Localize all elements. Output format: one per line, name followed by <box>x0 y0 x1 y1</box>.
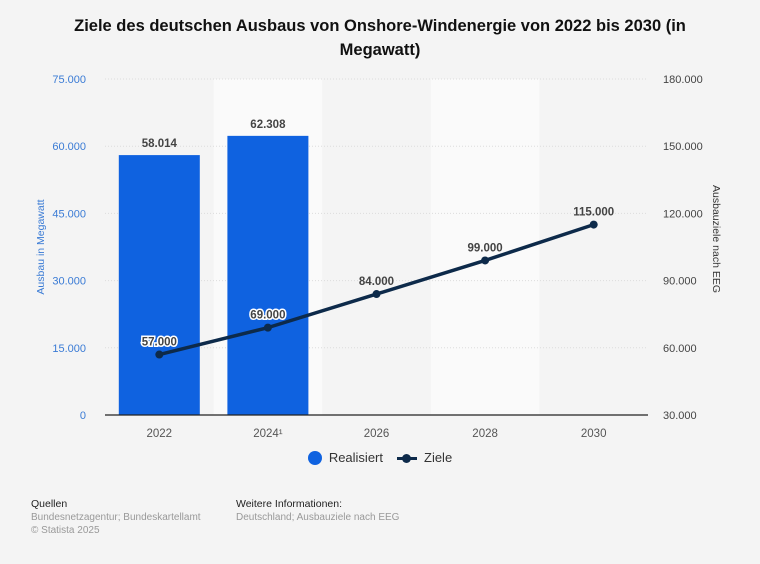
y-left-tick-label: 45.000 <box>52 208 86 220</box>
y-left-tick-label: 15.000 <box>52 343 86 355</box>
x-tick-label: 2028 <box>472 428 498 440</box>
y-right-tick-label: 150.000 <box>663 141 703 153</box>
line-data-label: 115.000 <box>573 207 614 219</box>
sources-block: Quellen Bundesnetzagentur; Bundeskartell… <box>31 498 201 537</box>
line-point-2022 <box>155 350 164 359</box>
x-tick-label: 2030 <box>581 428 607 440</box>
blue-dot-icon <box>307 450 322 465</box>
y-right-axis-title: Ausbauziele nach EEG <box>710 185 722 293</box>
x-tick-label: 2024¹ <box>253 428 283 440</box>
bar-data-label: 62.308 <box>250 119 286 131</box>
y-left-tick-label: 60.000 <box>52 141 86 153</box>
legend-item-ziele[interactable]: Ziele <box>397 450 452 465</box>
y-left-axis-title: Ausbau in Megawatt <box>35 199 47 294</box>
info-heading[interactable]: Weitere Informationen: <box>236 498 343 510</box>
chart-canvas: 0 15.000 30.000 45.000 60.000 75.000 30.000 60.… <box>35 74 722 440</box>
line-point-2028 <box>481 256 490 265</box>
sources-heading[interactable]: Quellen <box>31 498 68 510</box>
line-point-2026 <box>372 290 381 299</box>
y-right-tick-label: 30.000 <box>663 410 697 422</box>
y-right-tick-label: 60.000 <box>663 343 697 355</box>
line-marker-icon <box>397 451 417 465</box>
line-point-2030 <box>589 220 598 229</box>
y-right-tick-label: 120.000 <box>663 208 703 220</box>
y-left-tick-label: 30.000 <box>52 276 86 288</box>
y-right-tick-label: 90.000 <box>663 276 697 288</box>
line-data-label: 57.000 <box>142 337 177 349</box>
chart-title: Ziele des deutschen Ausbaus von Onshore-… <box>74 17 686 59</box>
legend-label: Realisiert <box>328 450 383 465</box>
y-left-tick-label: 0 <box>80 410 86 422</box>
sources-text: Bundesnetzagentur; Bundeskartellamt <box>31 512 201 523</box>
y-right-tick-label: 180.000 <box>663 74 703 86</box>
bar-data-label: 58.014 <box>142 138 178 150</box>
info-text: Deutschland; Ausbauziele nach EEG <box>236 512 400 523</box>
x-tick-label: 2022 <box>147 428 173 440</box>
legend-item-realisiert[interactable]: Realisiert <box>307 450 383 465</box>
bar-2024¹ <box>227 135 309 415</box>
line-data-label: 84.000 <box>359 276 394 288</box>
x-tick-label: 2026 <box>364 428 390 440</box>
bar-2022 <box>118 155 200 415</box>
copyright-text: © Statista 2025 <box>31 525 100 536</box>
line-point-2024¹ <box>263 323 272 332</box>
y-left-tick-label: 75.000 <box>52 74 86 86</box>
line-data-label: 99.000 <box>468 242 503 254</box>
info-block: Weitere Informationen: Deutschland; Ausb… <box>236 498 399 524</box>
legend-label: Ziele <box>424 450 453 465</box>
line-data-label: 69.000 <box>250 310 285 322</box>
legend: Realisiert Ziele <box>0 450 760 465</box>
